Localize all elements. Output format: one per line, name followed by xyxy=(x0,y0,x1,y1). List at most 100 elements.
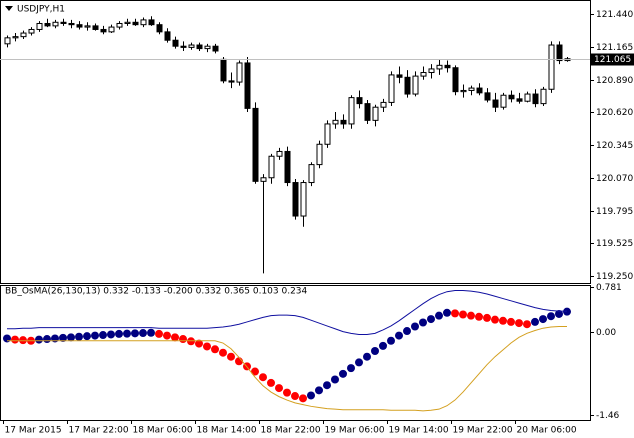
candle-body xyxy=(220,58,227,82)
candle-body xyxy=(132,21,139,26)
candle-body xyxy=(500,94,507,108)
osma-dot xyxy=(227,352,235,361)
y-tick-label: 120.890 xyxy=(596,76,633,86)
candle-body xyxy=(532,93,539,105)
osma-dot xyxy=(459,310,467,319)
candle-body xyxy=(196,44,203,50)
osma-dot xyxy=(403,327,411,336)
y-tick-label: 120.620 xyxy=(596,108,633,118)
osma-dot xyxy=(523,320,531,329)
osma-dot xyxy=(147,328,155,337)
candle-body xyxy=(396,74,403,78)
x-tick-label: 18 Mar 06:00 xyxy=(133,426,193,436)
candle-body xyxy=(36,22,43,30)
osma-dot xyxy=(59,333,67,342)
candle-body xyxy=(556,44,563,62)
osma-dot xyxy=(299,394,307,403)
candle-body xyxy=(60,21,67,24)
candle-body xyxy=(372,106,379,121)
osma-dot xyxy=(155,329,163,338)
osma-dot xyxy=(539,315,547,324)
candle-body xyxy=(292,182,299,217)
candle-body xyxy=(100,28,107,33)
band-line xyxy=(7,325,567,412)
y-tick-label: 0.00 xyxy=(596,328,616,338)
candle-body xyxy=(28,28,35,34)
candle-body xyxy=(116,22,123,28)
osma-dot xyxy=(491,315,499,324)
candle-body xyxy=(300,182,307,217)
osma-dot xyxy=(507,317,515,326)
candle-body xyxy=(4,37,11,45)
osma-dot xyxy=(563,307,571,316)
symbol-menu-icon[interactable] xyxy=(5,6,13,11)
osma-dot xyxy=(411,322,419,331)
osma-dot xyxy=(379,341,387,350)
candle-body xyxy=(348,97,355,125)
osma-dot xyxy=(3,334,11,343)
osma-dot xyxy=(515,319,523,328)
x-tick-label: 18 Mar 14:00 xyxy=(197,426,257,436)
osma-dot xyxy=(435,311,443,320)
candle-body xyxy=(260,177,267,182)
osma-dot xyxy=(363,352,371,361)
osma-dot xyxy=(131,329,139,338)
osma-dot xyxy=(371,347,379,356)
main-panel xyxy=(0,0,591,284)
indicator-panel xyxy=(0,285,591,421)
candle-body xyxy=(12,36,19,39)
osma-dot xyxy=(531,317,539,326)
y-tick-label: 119.795 xyxy=(596,207,633,217)
indicator-title: BB_OsMA(26,130,13) 0.332 -0.133 -0.200 0… xyxy=(5,287,308,297)
osma-dot xyxy=(427,315,435,324)
last-price-label: 121.065 xyxy=(594,55,631,65)
candle-body xyxy=(444,64,451,69)
candle-body xyxy=(236,62,243,83)
x-tick-label: 19 Mar 06:00 xyxy=(325,426,385,436)
osma-dot xyxy=(107,330,115,339)
candle-body xyxy=(340,119,347,125)
candle-body xyxy=(492,99,499,108)
candle-body xyxy=(308,164,315,184)
last-price-box xyxy=(591,53,634,66)
osma-dot xyxy=(219,348,227,357)
osma-dot xyxy=(91,331,99,340)
osma-dot xyxy=(307,391,315,400)
candle-body xyxy=(76,24,83,28)
candle-body xyxy=(52,21,59,27)
candle-body xyxy=(268,155,275,179)
candle-body xyxy=(404,76,411,95)
osma-dot xyxy=(259,373,267,382)
x-tick-label: 18 Mar 22:00 xyxy=(261,426,321,436)
osma-dot xyxy=(339,369,347,378)
candle-body xyxy=(468,87,475,91)
candle-body xyxy=(212,45,219,52)
y-tick-label: 0.781 xyxy=(596,283,622,293)
candle-body xyxy=(388,74,395,103)
osma-dot xyxy=(355,358,363,367)
osma-dot xyxy=(139,329,147,338)
osma-dot xyxy=(499,316,507,325)
osma-dot xyxy=(11,335,19,344)
candle-body xyxy=(180,45,187,48)
osma-dot xyxy=(331,375,339,384)
y-tick-label: 119.525 xyxy=(596,239,633,249)
osma-dot xyxy=(171,333,179,342)
candle-body xyxy=(332,119,339,125)
candle-body xyxy=(148,19,155,26)
candle-body xyxy=(92,25,99,30)
osma-dot xyxy=(555,309,563,318)
osma-dot xyxy=(83,332,91,341)
x-tick-label: 20 Mar 06:00 xyxy=(517,426,577,436)
candle-body xyxy=(188,44,195,48)
y-tick-label: 121.440 xyxy=(596,10,633,20)
candle-body xyxy=(436,64,443,70)
candle-body xyxy=(540,88,547,105)
candle-body xyxy=(140,19,147,26)
osma-dot xyxy=(275,384,283,393)
osma-dot xyxy=(187,337,195,346)
candle-body xyxy=(356,97,363,105)
candle-body xyxy=(172,39,179,47)
osma-dot xyxy=(283,388,291,397)
